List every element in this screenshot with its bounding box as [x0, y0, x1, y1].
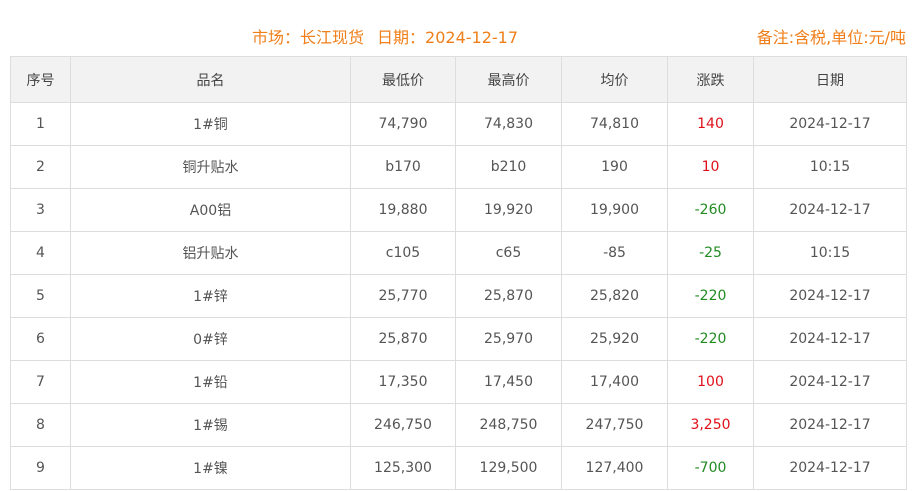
low-price: 25,770 [350, 274, 456, 318]
high-price: 17,450 [455, 360, 562, 404]
product-name: 铜升贴水 [70, 145, 351, 189]
product-name: 1#锌 [70, 274, 351, 318]
row-number: 8 [10, 403, 71, 447]
avg-price: 17,400 [561, 360, 668, 404]
high-price: 25,970 [455, 317, 562, 361]
column-header: 日期 [753, 56, 907, 103]
product-name: A00铝 [70, 188, 351, 232]
row-number: 6 [10, 317, 71, 361]
high-price: 129,500 [455, 446, 562, 490]
avg-price: 127,400 [561, 446, 668, 490]
product-name: 1#镍 [70, 446, 351, 490]
table-row: 8 1#锡 246,750 248,750 247,750 3,250 2024-12-17 [10, 403, 907, 447]
table-row: 3 A00铝 19,880 19,920 19,900 -260 2024-12-17 [10, 188, 907, 232]
high-price: c65 [455, 231, 562, 275]
avg-price: 25,820 [561, 274, 668, 318]
column-header: 均价 [561, 56, 668, 103]
price-change: -220 [667, 274, 754, 318]
price-table: 序号 品名 最低价 最高价 均价 涨跌 日期 1 1#铜 74,790 74,830 74,810 1… [10, 56, 907, 490]
row-number: 4 [10, 231, 71, 275]
product-name: 铝升贴水 [70, 231, 351, 275]
high-price: 19,920 [455, 188, 562, 232]
table-row: 4 铝升贴水 c105 c65 -85 -25 10:15 [10, 231, 907, 275]
column-header: 品名 [70, 56, 351, 103]
column-header: 涨跌 [667, 56, 754, 103]
date-cell: 10:15 [753, 231, 907, 275]
table-row: 2 铜升贴水 b170 b210 190 10 10:15 [10, 145, 907, 189]
date-cell: 10:15 [753, 145, 907, 189]
product-name: 0#锌 [70, 317, 351, 361]
avg-price: -85 [561, 231, 668, 275]
low-price: c105 [350, 231, 456, 275]
avg-price: 25,920 [561, 317, 668, 361]
table-row: 9 1#镍 125,300 129,500 127,400 -700 2024-12-17 [10, 446, 907, 490]
table-row: 1 1#铜 74,790 74,830 74,810 140 2024-12-17 [10, 102, 907, 146]
product-name: 1#锡 [70, 403, 351, 447]
price-change: 100 [667, 360, 754, 404]
row-number: 7 [10, 360, 71, 404]
row-number: 9 [10, 446, 71, 490]
price-change: -25 [667, 231, 754, 275]
avg-price: 247,750 [561, 403, 668, 447]
product-name: 1#铅 [70, 360, 351, 404]
table-row: 6 0#锌 25,870 25,970 25,920 -220 2024-12-17 [10, 317, 907, 361]
column-header: 序号 [10, 56, 71, 103]
low-price: 19,880 [350, 188, 456, 232]
avg-price: 19,900 [561, 188, 668, 232]
low-price: b170 [350, 145, 456, 189]
date-cell: 2024-12-17 [753, 274, 907, 318]
avg-price: 190 [561, 145, 668, 189]
price-change: 10 [667, 145, 754, 189]
market-title: 市场：长江现货 日期：2024-12-17 [0, 24, 770, 48]
date-cell: 2024-12-17 [753, 403, 907, 447]
table-header: 序号 品名 最低价 最高价 均价 涨跌 日期 [10, 56, 907, 103]
price-change: -260 [667, 188, 754, 232]
row-number: 1 [10, 102, 71, 146]
price-change: -220 [667, 317, 754, 361]
column-header: 最高价 [455, 56, 562, 103]
date-label: 日期：2024-12-17 [377, 28, 519, 47]
table-row: 7 1#铅 17,350 17,450 17,400 100 2024-12-17 [10, 360, 907, 404]
row-number: 5 [10, 274, 71, 318]
row-number: 3 [10, 188, 71, 232]
table-row: 5 1#锌 25,770 25,870 25,820 -220 2024-12-17 [10, 274, 907, 318]
high-price: b210 [455, 145, 562, 189]
low-price: 25,870 [350, 317, 456, 361]
high-price: 25,870 [455, 274, 562, 318]
unit-note: 备注:含税,单位:元/吨 [756, 28, 906, 47]
high-price: 248,750 [455, 403, 562, 447]
high-price: 74,830 [455, 102, 562, 146]
avg-price: 74,810 [561, 102, 668, 146]
price-change: 140 [667, 102, 754, 146]
date-cell: 2024-12-17 [753, 188, 907, 232]
low-price: 246,750 [350, 403, 456, 447]
low-price: 125,300 [350, 446, 456, 490]
date-cell: 2024-12-17 [753, 446, 907, 490]
product-name: 1#铜 [70, 102, 351, 146]
low-price: 17,350 [350, 360, 456, 404]
market-label: 市场：长江现货 [251, 28, 364, 47]
column-header: 最低价 [350, 56, 456, 103]
price-change: 3,250 [667, 403, 754, 447]
price-change: -700 [667, 446, 754, 490]
date-cell: 2024-12-17 [753, 102, 907, 146]
date-cell: 2024-12-17 [753, 317, 907, 361]
low-price: 74,790 [350, 102, 456, 146]
date-cell: 2024-12-17 [753, 360, 907, 404]
row-number: 2 [10, 145, 71, 189]
